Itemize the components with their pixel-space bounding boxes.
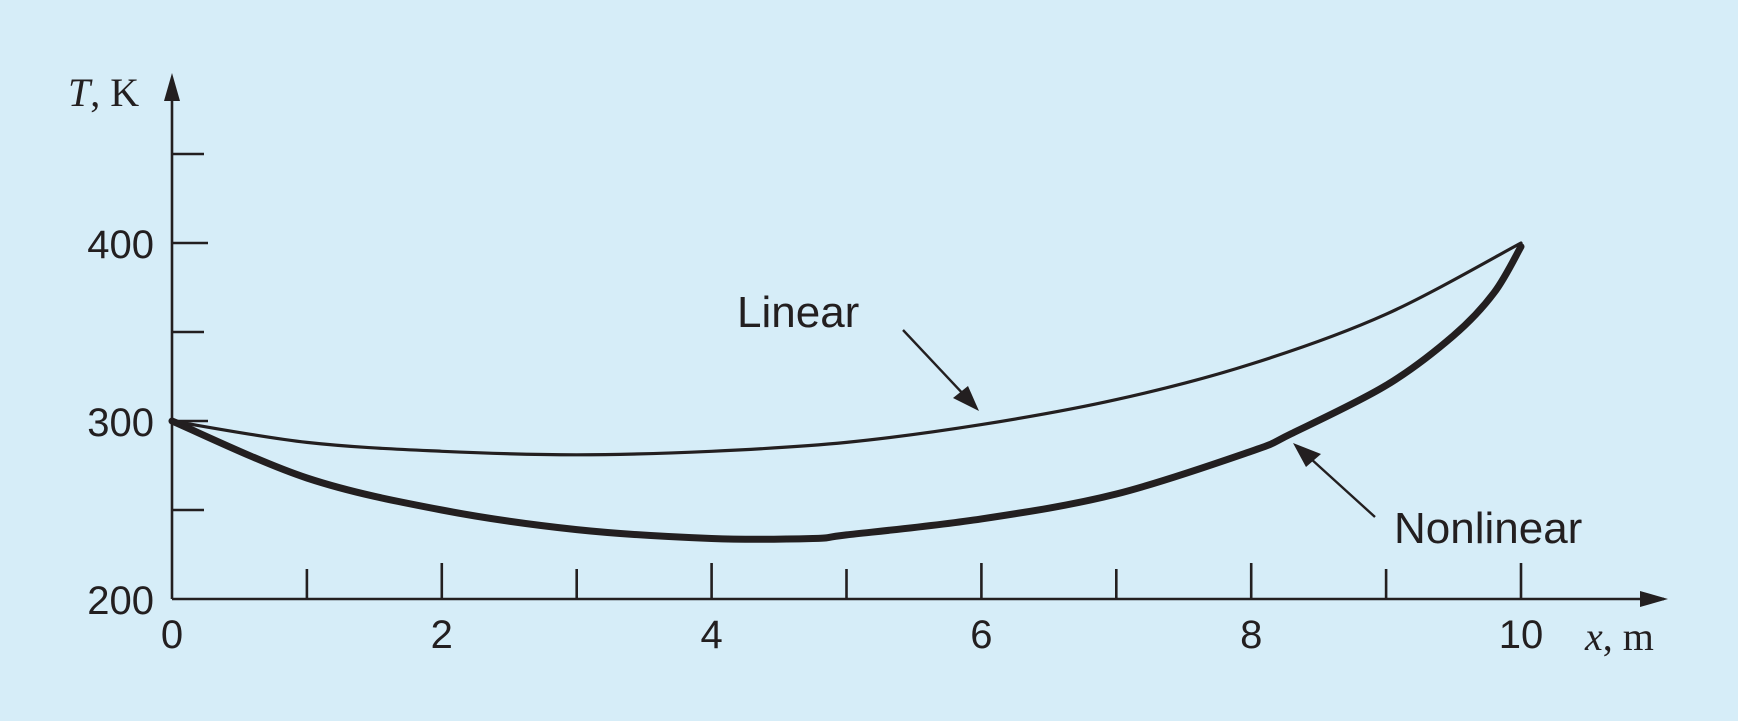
annotation-linear-pointer bbox=[902, 329, 967, 398]
y-axis-title-var: T bbox=[68, 70, 93, 115]
series-line-nonlinear bbox=[168, 243, 1525, 543]
y-tick-label: 300 bbox=[87, 401, 154, 445]
x-tick-label: 2 bbox=[431, 613, 453, 657]
x-axis-title-unit: , m bbox=[1603, 614, 1654, 659]
tick-labels: 0 2 4 6 8 10 200 300 400 bbox=[87, 223, 1543, 657]
annotation-nonlinear-pointer bbox=[1309, 457, 1376, 518]
x-tick-label: 10 bbox=[1499, 613, 1544, 657]
x-axis-title-var: x bbox=[1584, 614, 1603, 659]
x-tick-label: 0 bbox=[161, 613, 183, 657]
x-tick-label: 8 bbox=[1240, 613, 1262, 657]
x-axis-title: x, m bbox=[1584, 614, 1654, 659]
y-tick-label: 400 bbox=[87, 223, 154, 267]
annotation-linear-arrowhead bbox=[953, 386, 979, 411]
annotation-linear: Linear bbox=[737, 288, 859, 337]
x-tick-label: 6 bbox=[970, 613, 992, 657]
series-line-linear bbox=[170, 241, 1523, 457]
y-axis-title: T, K bbox=[68, 70, 139, 115]
y-axis-title-unit: , K bbox=[90, 70, 139, 115]
ticks bbox=[172, 152, 1523, 599]
annotation-nonlinear: Nonlinear bbox=[1394, 504, 1582, 553]
x-axis-arrowhead bbox=[1640, 591, 1668, 607]
y-axis-arrowhead bbox=[164, 73, 180, 101]
y-tick-label: 200 bbox=[87, 579, 154, 623]
x-tick-label: 4 bbox=[700, 613, 722, 657]
annotation-nonlinear-arrowhead bbox=[1293, 443, 1321, 467]
